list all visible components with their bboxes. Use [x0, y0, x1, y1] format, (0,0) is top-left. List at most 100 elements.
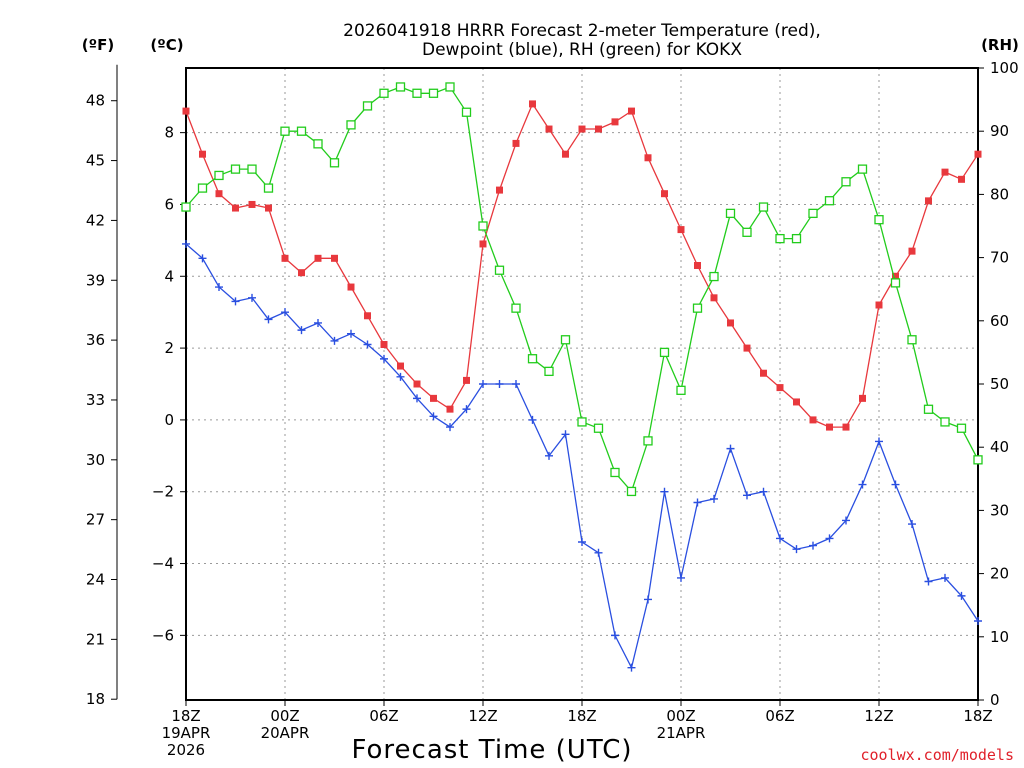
fahrenheit-tick-label: 18 [86, 690, 105, 708]
dewpoint-point [314, 318, 322, 327]
x-tick-label: 21APR [657, 724, 706, 742]
temperature-point [298, 269, 305, 277]
dewpoint-point [924, 577, 933, 586]
rh-point [824, 196, 835, 206]
rh-tick-label: 100 [990, 59, 1019, 77]
dewpoint-point [297, 326, 306, 335]
temperature-point [760, 369, 767, 377]
dewpoint-point [264, 315, 273, 324]
series-dewpoint [182, 239, 982, 672]
rh-tick-label: 0 [990, 691, 1000, 709]
dewpoint-point [198, 254, 207, 263]
temperature-point [826, 423, 833, 431]
dewpoint-point [594, 548, 603, 557]
temperature-point [793, 398, 800, 406]
rh-point [181, 202, 191, 212]
fahrenheit-unit-label: (ºF) [82, 36, 114, 54]
dewpoint-point [644, 595, 652, 604]
rh-point [478, 221, 488, 231]
fahrenheit-tick-label: 24 [86, 571, 105, 589]
grid [186, 68, 978, 700]
rh-point [643, 436, 653, 446]
x-tick-label: 2026 [167, 741, 205, 759]
dewpoint-point [693, 498, 702, 507]
dewpoint-point [446, 423, 454, 432]
dewpoint-point [726, 444, 735, 453]
dewpoint-point [825, 534, 834, 543]
celsius-tick-label: 6 [164, 195, 174, 213]
temperature-point [628, 107, 635, 115]
temperature-point [925, 197, 932, 205]
rh-point [593, 423, 604, 433]
series [181, 82, 983, 672]
fahrenheit-tick-label: 21 [86, 630, 105, 648]
x-tick-label: 00Z [270, 707, 299, 725]
temperature-point [430, 394, 437, 402]
dewpoint-point [347, 329, 355, 338]
rh-point [544, 366, 554, 377]
rh-point [956, 423, 967, 433]
dewpoint-point [231, 297, 240, 306]
dewpoint-point [413, 394, 421, 403]
x-tick-label: 20APR [261, 724, 310, 742]
dewpoint-point [215, 283, 223, 292]
rh-tick-label: 90 [990, 122, 1009, 140]
temperature-point [463, 376, 470, 384]
x-tick-label: 00Z [666, 707, 695, 725]
series-temperature [182, 100, 982, 431]
dewpoint-point [363, 340, 372, 349]
dewpoint-point [182, 239, 190, 248]
rh-point [395, 82, 406, 92]
dewpoint-point [957, 591, 966, 600]
x-tick-label: 06Z [765, 707, 794, 725]
celsius-tick-label: 4 [164, 267, 174, 285]
rh-point [560, 335, 571, 345]
x-tick-label: 12Z [864, 707, 893, 725]
celsius-unit-label: (ºC) [150, 36, 183, 54]
rh-point [577, 417, 587, 427]
rh-point [874, 215, 884, 225]
temperature-point [875, 301, 883, 309]
dewpoint-point [776, 534, 784, 543]
temperature-point [545, 125, 553, 133]
rh-point [230, 164, 241, 174]
rh-point [412, 88, 422, 98]
rh-point [329, 158, 340, 168]
temperature-point [215, 190, 223, 198]
dewpoint-point [908, 520, 916, 529]
dewpoint-point [330, 336, 339, 345]
celsius-tick-label: 0 [164, 411, 174, 429]
dewpoint-point [429, 412, 438, 421]
fahrenheit-tick-label: 48 [86, 92, 105, 110]
dewpoint-point [710, 494, 718, 503]
dewpoint-point [462, 405, 471, 414]
rh-point [676, 385, 686, 395]
temperature-point [529, 100, 536, 108]
series-rh [181, 82, 983, 497]
temperature-point [397, 362, 404, 370]
temperature-point [776, 384, 784, 392]
rh-point [857, 164, 868, 174]
x-tick-label: 18Z [171, 707, 200, 725]
rh-point [428, 88, 439, 98]
rh-point [808, 208, 818, 219]
fahrenheit-tick-label: 30 [86, 451, 105, 469]
x-tick-label: 19APR [162, 724, 211, 742]
temperature-point [809, 416, 817, 424]
rh-point [445, 82, 455, 92]
temperature-point [331, 254, 338, 262]
temperature-point [347, 283, 355, 291]
rh-point [247, 164, 257, 174]
temperature-point [892, 272, 899, 280]
dewpoint-point [858, 480, 867, 489]
dewpoint-line [185, 243, 979, 670]
dewpoint-point [627, 663, 636, 672]
rh-tick-label: 50 [990, 375, 1009, 393]
temperature-point [595, 125, 602, 133]
rh-point [362, 101, 373, 111]
rh-point [659, 347, 670, 358]
rh-point [263, 183, 274, 193]
rh-point [527, 354, 538, 364]
dewpoint-point [974, 617, 982, 625]
